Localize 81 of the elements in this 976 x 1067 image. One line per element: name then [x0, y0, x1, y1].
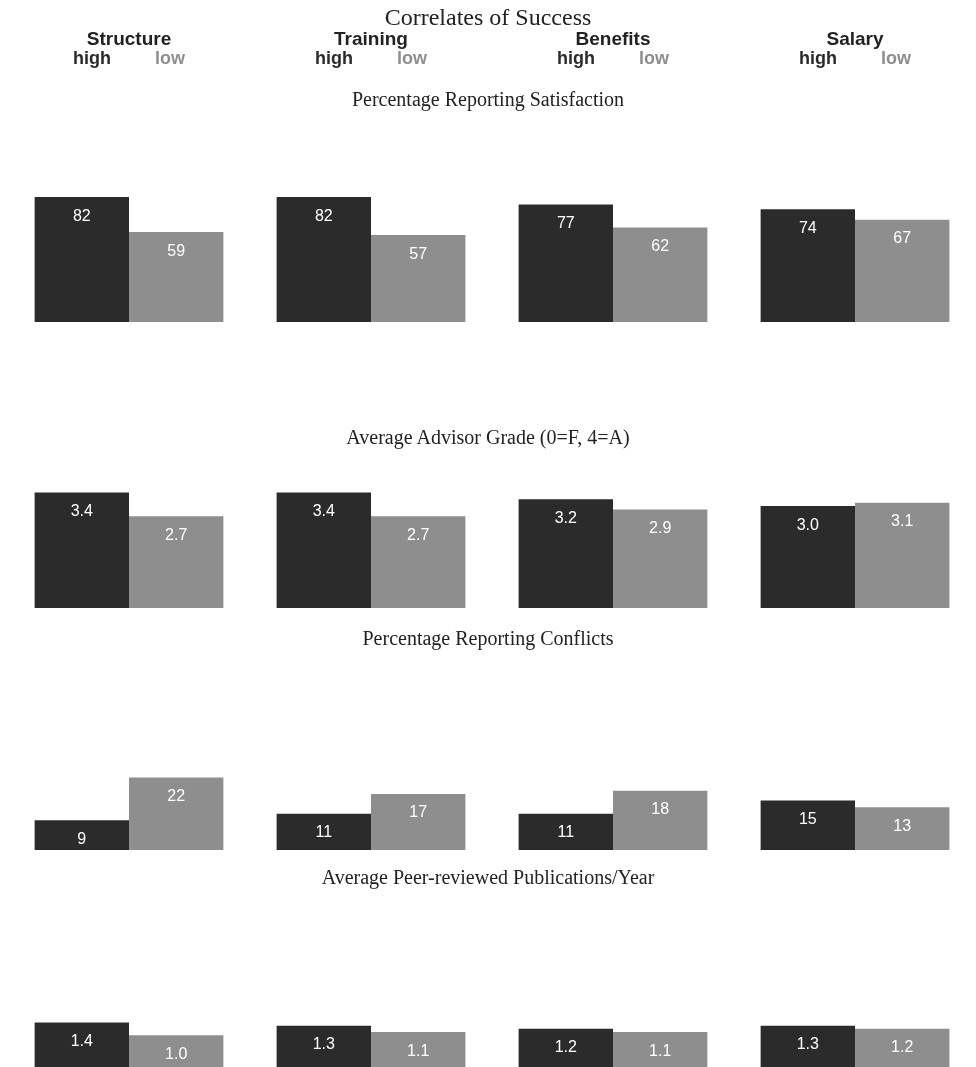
text: low	[154, 48, 185, 68]
bar	[518, 499, 613, 608]
bar	[855, 1028, 950, 1067]
bar	[855, 807, 950, 850]
x-tick-label: Structure	[86, 27, 172, 49]
data-label: 3.2	[554, 508, 578, 526]
bar	[371, 793, 466, 850]
bar	[129, 1035, 224, 1067]
text: high	[73, 48, 111, 68]
bar	[129, 777, 224, 850]
chart-title: Average Peer-reviewed Publications/Year	[321, 866, 655, 889]
chart-title: Correlates of Success	[384, 4, 592, 30]
x-tick-label: Benefits	[575, 27, 651, 49]
text: low	[638, 48, 669, 68]
bar	[613, 227, 708, 322]
data-label: 67	[893, 229, 912, 247]
text: high	[557, 48, 595, 68]
bar	[371, 235, 466, 322]
data-label: 2.7	[165, 525, 188, 543]
data-label: 11	[557, 823, 575, 841]
bar	[855, 219, 950, 322]
data-label: 2.7	[407, 525, 430, 543]
bar	[518, 1028, 613, 1067]
data-label: 18	[651, 800, 670, 818]
bar	[518, 813, 613, 850]
bar	[371, 516, 466, 608]
bar	[34, 820, 129, 850]
bar	[613, 1032, 708, 1067]
bar	[371, 1032, 466, 1067]
data-label: 59	[167, 241, 186, 259]
bar	[34, 197, 129, 322]
bar	[129, 232, 224, 322]
data-label: 74	[798, 218, 817, 236]
data-label: 3.4	[312, 502, 336, 519]
bar	[518, 204, 613, 322]
bar	[276, 1025, 371, 1067]
chart-title: Percentage Reporting Conflicts	[362, 627, 614, 650]
bar	[129, 516, 224, 608]
data-label: 1.2	[554, 1038, 578, 1056]
data-label: 17	[409, 803, 428, 821]
data-label: 11	[315, 823, 333, 841]
bar	[276, 492, 371, 608]
chart-title: Average Advisor Grade (0=F, 4=A)	[346, 426, 630, 449]
data-label: 3.4	[70, 502, 94, 519]
chart-subtitle: Percentage Reporting Satisfaction	[351, 88, 625, 111]
x-tick-label: Training	[334, 27, 408, 49]
text: high	[799, 48, 837, 68]
x-tick-label: Salary	[826, 27, 884, 49]
bar	[34, 492, 129, 608]
data-label: 1.0	[165, 1044, 188, 1062]
data-label: 22	[167, 787, 186, 804]
bar	[613, 509, 708, 608]
data-label: 9	[77, 829, 87, 847]
data-label: 1.3	[312, 1035, 336, 1053]
data-label: 1.1	[407, 1041, 430, 1059]
data-label: 62	[651, 236, 670, 254]
bar	[34, 1022, 129, 1067]
data-label: 2.9	[649, 518, 672, 536]
text: low	[880, 48, 912, 68]
bar	[276, 813, 371, 850]
text: low	[396, 48, 427, 68]
data-label: 15	[798, 810, 817, 828]
data-label: 13	[893, 816, 912, 834]
data-label: 82	[314, 206, 333, 224]
data-label: 3.0	[796, 515, 820, 533]
data-label: 1.2	[891, 1038, 914, 1056]
bar	[760, 800, 855, 850]
bar	[276, 197, 371, 322]
data-label: 77	[556, 214, 575, 232]
data-label: 82	[72, 206, 91, 224]
bar	[855, 502, 950, 608]
bar	[760, 506, 855, 608]
data-label: 1.4	[70, 1032, 94, 1049]
data-label: 3.1	[891, 512, 914, 530]
text: high	[315, 48, 353, 68]
data-label: 57	[409, 244, 428, 262]
bar	[760, 209, 855, 322]
data-label: 1.1	[649, 1041, 672, 1059]
bar	[613, 790, 708, 850]
data-label: 1.3	[796, 1035, 820, 1053]
bar	[760, 1025, 855, 1067]
